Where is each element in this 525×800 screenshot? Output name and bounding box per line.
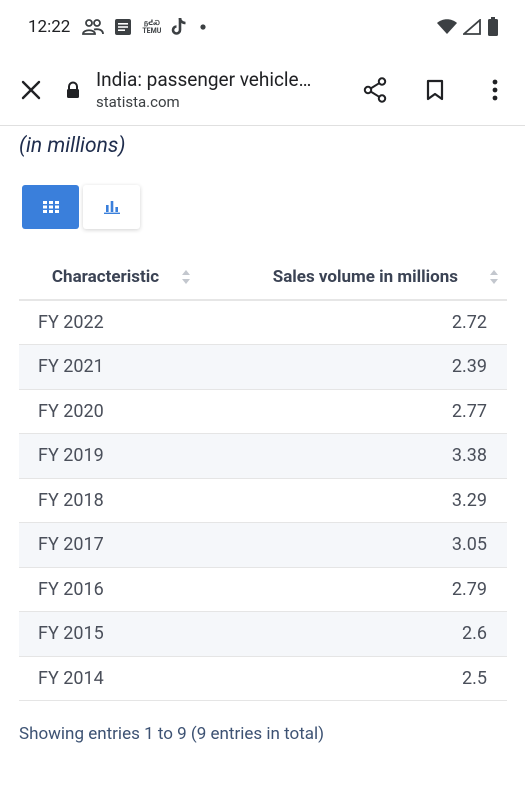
cell-value: 3.05 — [224, 522, 507, 568]
tiktok-icon — [171, 17, 189, 37]
page-url: statista.com — [96, 93, 180, 111]
message-icon — [114, 18, 132, 36]
cell-value: 2.77 — [224, 389, 507, 434]
status-time: 12:22 — [28, 17, 71, 37]
table-row: FY 2019 3.38 — [19, 433, 507, 479]
cell-characteristic: FY 2017 — [19, 522, 224, 568]
table-row: FY 2016 2.79 — [19, 567, 507, 612]
page-info[interactable]: India: passenger vehicle… statista.com — [96, 68, 345, 111]
page-content: (in millions) — [0, 126, 525, 800]
sort-icon — [489, 269, 499, 285]
more-vert-icon — [492, 79, 498, 100]
page-title: India: passenger vehicle… — [96, 68, 312, 91]
table-entries-info: Showing entries 1 to 9 (9 entries in tot… — [19, 724, 325, 744]
bookmark-icon — [426, 79, 444, 100]
table-row: FY 2015 2.6 — [19, 611, 507, 657]
column-header-characteristic[interactable]: Characteristic — [19, 254, 224, 301]
cell-characteristic: FY 2015 — [19, 611, 224, 657]
cell-value: 3.38 — [224, 433, 507, 479]
table-view-button[interactable] — [22, 185, 79, 229]
cell-value: 2.5 — [224, 656, 507, 701]
cell-value: 2.79 — [224, 567, 507, 612]
close-icon — [21, 80, 41, 99]
cell-value: 2.72 — [224, 300, 507, 345]
cell-value: 2.6 — [224, 611, 507, 657]
temu-icon-text-top: ᵷᕍᏍ — [143, 19, 160, 27]
signal-icon — [463, 19, 481, 35]
cell-characteristic: FY 2021 — [19, 344, 224, 390]
table-row: FY 2021 2.39 — [19, 344, 507, 390]
chart-view-button[interactable] — [83, 185, 140, 229]
column-header-sales-volume[interactable]: Sales volume in millions — [224, 254, 507, 301]
dot-icon — [199, 23, 207, 31]
share-button[interactable] — [345, 60, 405, 120]
temu-icon-text-bottom: TEMU — [142, 27, 162, 35]
status-icons-right — [437, 17, 499, 37]
table-row: FY 2018 3.29 — [19, 478, 507, 523]
table-grid-icon — [42, 201, 59, 213]
cell-characteristic: FY 2022 — [19, 300, 224, 345]
data-table: Characteristic Sales volume in millions — [19, 254, 507, 701]
cell-characteristic: FY 2020 — [19, 389, 224, 434]
cell-value: 2.39 — [224, 344, 507, 390]
column-header-label: Sales volume in millions — [272, 266, 458, 287]
view-toggle — [22, 185, 140, 229]
status-icons-left: ᵷᕍᏍ TEMU — [82, 17, 207, 37]
bar-chart-icon — [103, 201, 120, 214]
toolbar-actions — [345, 60, 525, 120]
cell-characteristic: FY 2018 — [19, 478, 224, 523]
cell-characteristic: FY 2019 — [19, 433, 224, 479]
cell-characteristic: FY 2016 — [19, 567, 224, 612]
table-row: FY 2022 2.72 — [19, 300, 507, 345]
status-bar: 12:22 ᵷᕍᏍ TEMU — [0, 0, 525, 54]
table-header-row: Characteristic Sales volume in millions — [19, 254, 507, 301]
browser-toolbar: India: passenger vehicle… statista.com — [0, 54, 525, 126]
lock-icon[interactable] — [62, 81, 84, 99]
cell-value: 3.29 — [224, 478, 507, 523]
temu-icon: ᵷᕍᏍ TEMU — [142, 19, 161, 35]
battery-icon — [487, 17, 499, 37]
column-header-label: Characteristic — [51, 266, 160, 287]
share-icon — [363, 76, 387, 103]
close-button[interactable] — [0, 54, 62, 126]
table-row: FY 2014 2.5 — [19, 656, 507, 701]
table-row: FY 2020 2.77 — [19, 389, 507, 434]
sort-icon — [181, 269, 191, 285]
bookmark-button[interactable] — [405, 60, 465, 120]
table-row: FY 2017 3.05 — [19, 522, 507, 568]
chart-subtitle: (in millions) — [19, 134, 126, 158]
cell-characteristic: FY 2014 — [19, 656, 224, 701]
more-menu-button[interactable] — [465, 60, 525, 120]
people-icon — [82, 18, 105, 36]
wifi-icon — [437, 19, 457, 35]
